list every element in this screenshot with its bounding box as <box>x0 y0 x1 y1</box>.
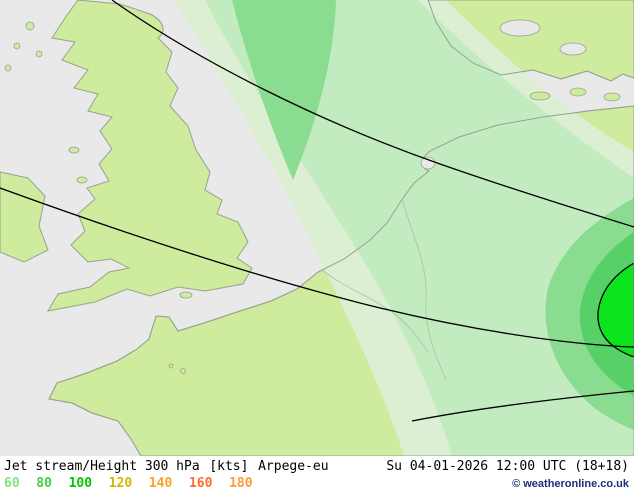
country-borders <box>321 197 447 381</box>
weather-map <box>0 0 634 456</box>
datetime-label: Su 04-01-2026 12:00 UTC (18+18) <box>386 459 629 474</box>
footer-title-row: Jet stream/Height 300 hPa [kts] Arpege-e… <box>4 457 629 474</box>
legend-value-60: 60 <box>4 476 20 491</box>
copyright-label: © weatheronline.co.uk <box>512 478 629 490</box>
height-contour-1 <box>111 0 634 228</box>
jet-stream-bands <box>175 0 634 456</box>
footer: Jet stream/Height 300 hPa [kts] Arpege-e… <box>0 456 634 492</box>
footer-legend-row: 60 80 100 120 140 160 180 © weatheronlin… <box>4 474 629 492</box>
legend-value-100: 100 <box>68 476 93 491</box>
height-contour-2 <box>0 187 634 348</box>
height-contour-3 <box>411 390 634 422</box>
product-label: Jet stream/Height 300 hPa [kts] Arpege-e… <box>4 457 329 474</box>
height-contours <box>0 0 634 422</box>
jetstream-map-canvas <box>0 0 634 456</box>
product-name: Jet stream/Height 300 hPa <box>4 459 200 474</box>
lakes <box>499 19 587 56</box>
jet-band-100-north <box>232 0 336 180</box>
ijsselmeer-lake <box>420 156 436 170</box>
legend-value-180: 180 <box>229 476 253 491</box>
legend-value-80: 80 <box>36 476 52 491</box>
jet-band-core-east <box>597 262 634 358</box>
legend-value-160: 160 <box>188 476 213 491</box>
legend-value-120: 120 <box>108 476 133 491</box>
small-islands <box>4 21 621 374</box>
legend-scale: 60 80 100 120 140 160 180 <box>4 474 260 491</box>
legend-value-140: 140 <box>148 476 173 491</box>
product-unit: [kts] <box>209 459 249 474</box>
landmasses <box>0 0 634 456</box>
model-name: Arpege-eu <box>258 459 329 474</box>
